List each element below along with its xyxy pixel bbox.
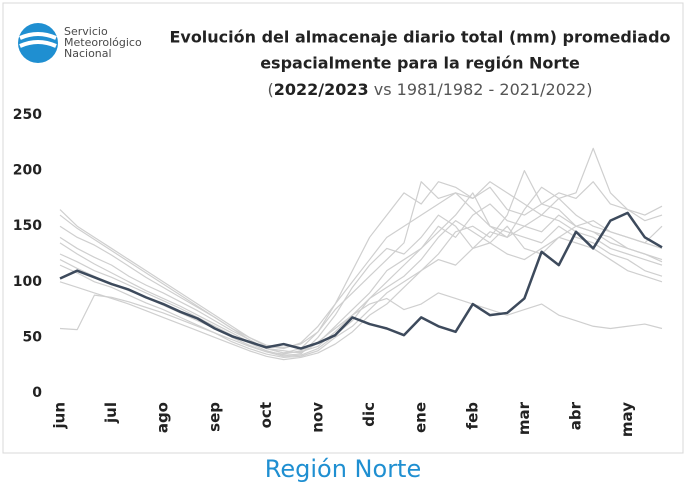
- y-tick-label: 250: [13, 107, 42, 123]
- y-tick-label: 100: [13, 274, 42, 290]
- series-line: [59, 147, 663, 354]
- x-tick-label: ene: [412, 402, 430, 433]
- series-line: [59, 181, 663, 350]
- logo-text: Servicio: [64, 25, 108, 38]
- series-line: [59, 211, 663, 350]
- x-tick-label: dic: [360, 402, 378, 427]
- x-tick-label: oct: [257, 402, 275, 428]
- y-tick-label: 200: [13, 163, 42, 179]
- series-line: [59, 220, 663, 355]
- x-tick-label: jun: [51, 402, 69, 430]
- x-tick-label: sep: [205, 402, 223, 432]
- logo-text: Meteorológico: [64, 36, 142, 49]
- x-tick-label: feb: [463, 402, 481, 430]
- y-tick-label: 50: [23, 329, 43, 345]
- x-tick-label: ago: [154, 402, 172, 433]
- series-line: [59, 186, 663, 357]
- x-tick-label: may: [618, 402, 636, 437]
- chart-frame: [2, 2, 684, 454]
- series-line: [59, 181, 663, 349]
- x-tick-label: nov: [309, 402, 327, 433]
- y-tick-label: 150: [13, 218, 42, 234]
- subtitle-part: vs 1981/1982 - 2021/2022): [369, 80, 593, 99]
- subtitle-highlight: 2022/2023: [274, 80, 369, 99]
- series-line: [59, 170, 663, 359]
- x-tick-label: jul: [102, 402, 120, 424]
- subtitle-part: (: [268, 80, 274, 99]
- series-line: [59, 203, 663, 354]
- chart-title: Evolución del almacenaje diario total (m…: [169, 28, 670, 47]
- logo: Servicio Meteorológico Nacional: [18, 23, 142, 63]
- x-tick-label: abr: [567, 401, 585, 430]
- logo-waves: [19, 32, 57, 48]
- chart-subtitle: (2022/2023 vs 1981/1982 - 2021/2022): [268, 80, 593, 99]
- y-tick-label: 0: [32, 385, 42, 401]
- logo-text: Nacional: [64, 47, 112, 60]
- series-line: [59, 236, 663, 361]
- chart-title: espacialmente para la región Norte: [260, 54, 580, 73]
- x-tick-label: mar: [515, 401, 533, 435]
- series-line: [59, 214, 663, 356]
- footer: Región Norte: [265, 455, 421, 483]
